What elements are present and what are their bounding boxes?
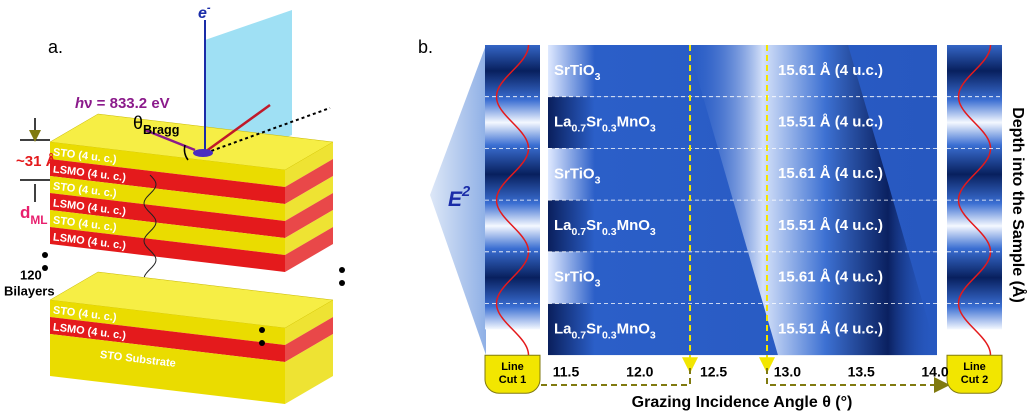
panel-label: b. [418,37,433,57]
line-cut-label: Cut 2 [961,374,989,386]
panel-label: a. [48,37,63,57]
y-axis-title: Depth into the Sample (Å) [1009,107,1028,303]
x-tick-label: 13.0 [774,364,801,380]
material-label-part: 0.7 [572,329,587,341]
material-label-part: La [554,320,572,337]
thickness-label: 15.51 Å (4 u.c.) [778,320,883,337]
panel-a: a.STO (4 u. c.)LSMO (4 u. c.)STO (4 u. c… [4,2,345,404]
material-label-part: MnO [617,320,651,337]
photon-label-part: ν = 833.2 eV [84,95,170,112]
material-label-part: 3 [595,174,601,186]
bragg-label-part: θ [133,113,143,133]
material-label-part: 0.7 [572,226,587,238]
material-label-part: 0.3 [602,329,617,341]
bragg-label-part: Bragg [143,123,179,137]
material-label-part: MnO [617,217,651,234]
photon-label-part: h [75,95,84,112]
cover [947,0,1002,45]
material-label-part: Sr [586,114,602,131]
material-label-part: SrTiO [554,269,595,286]
figure: a.STO (4 u. c.)LSMO (4 u. c.)STO (4 u. c… [0,0,1031,414]
cover [485,0,540,45]
electron-label: e- [198,2,211,22]
material-label-part: SrTiO [554,165,595,182]
thickness-label: 15.51 Å (4 u.c.) [778,217,883,234]
electron-label-part: - [207,2,211,14]
dml-label-part: ML [30,213,47,227]
ellipsis-dot [42,265,48,271]
line-cut-label: Line [963,361,986,373]
dml-label-part: d [20,203,30,222]
x-tick-label: 11.5 [553,364,580,380]
material-label-part: 0.7 [572,122,587,134]
material-label-part: Sr [586,217,602,234]
line-cut-label: Cut 1 [499,374,527,386]
x-tick-label: 14.0 [921,364,948,380]
ellipsis-dot [259,340,265,346]
material-label-part: La [554,217,572,234]
ellipsis-dot [339,280,345,286]
field-label-part: 2 [461,184,471,200]
ellipsis-dot [339,267,345,273]
photon-label: hν = 833.2 eV [75,95,170,112]
line-cut-label: Line [501,361,524,373]
material-label-part: MnO [617,114,651,131]
material-label-part: SrTiO [554,62,595,79]
material-label-part: 0.3 [602,226,617,238]
bilayer-count: 120 [20,267,42,282]
beam-spot [193,149,213,157]
x-tick-label: 13.5 [848,364,875,380]
bilayer-label: Bilayers [4,283,55,298]
thickness-label: 15.61 Å (4 u.c.) [778,62,883,79]
thickness-label: 15.51 Å (4 u.c.) [778,114,883,131]
material-label-part: 3 [650,329,656,341]
material-label-part: Sr [586,320,602,337]
material-label-part: La [554,114,572,131]
x-tick-label: 12.0 [626,364,653,380]
thickness-label: 15.61 Å (4 u.c.) [778,269,883,286]
material-label-part: 3 [650,122,656,134]
electron-label-part: e [198,5,207,22]
period-label: ~31 Å [16,153,57,170]
material-label-part: 0.3 [602,122,617,134]
thickness-label: 15.61 Å (4 u.c.) [778,165,883,182]
field-label-part: E [448,188,463,211]
dml-label: dML [20,203,48,227]
x-axis-title: Grazing Incidence Angle θ (°) [632,394,853,411]
material-label-part: 3 [595,277,601,289]
material-label-part: 3 [595,71,601,83]
material-label-part: 3 [650,226,656,238]
ellipsis-dot [42,252,48,258]
x-tick-label: 12.5 [700,364,727,380]
ellipsis-dot [259,327,265,333]
